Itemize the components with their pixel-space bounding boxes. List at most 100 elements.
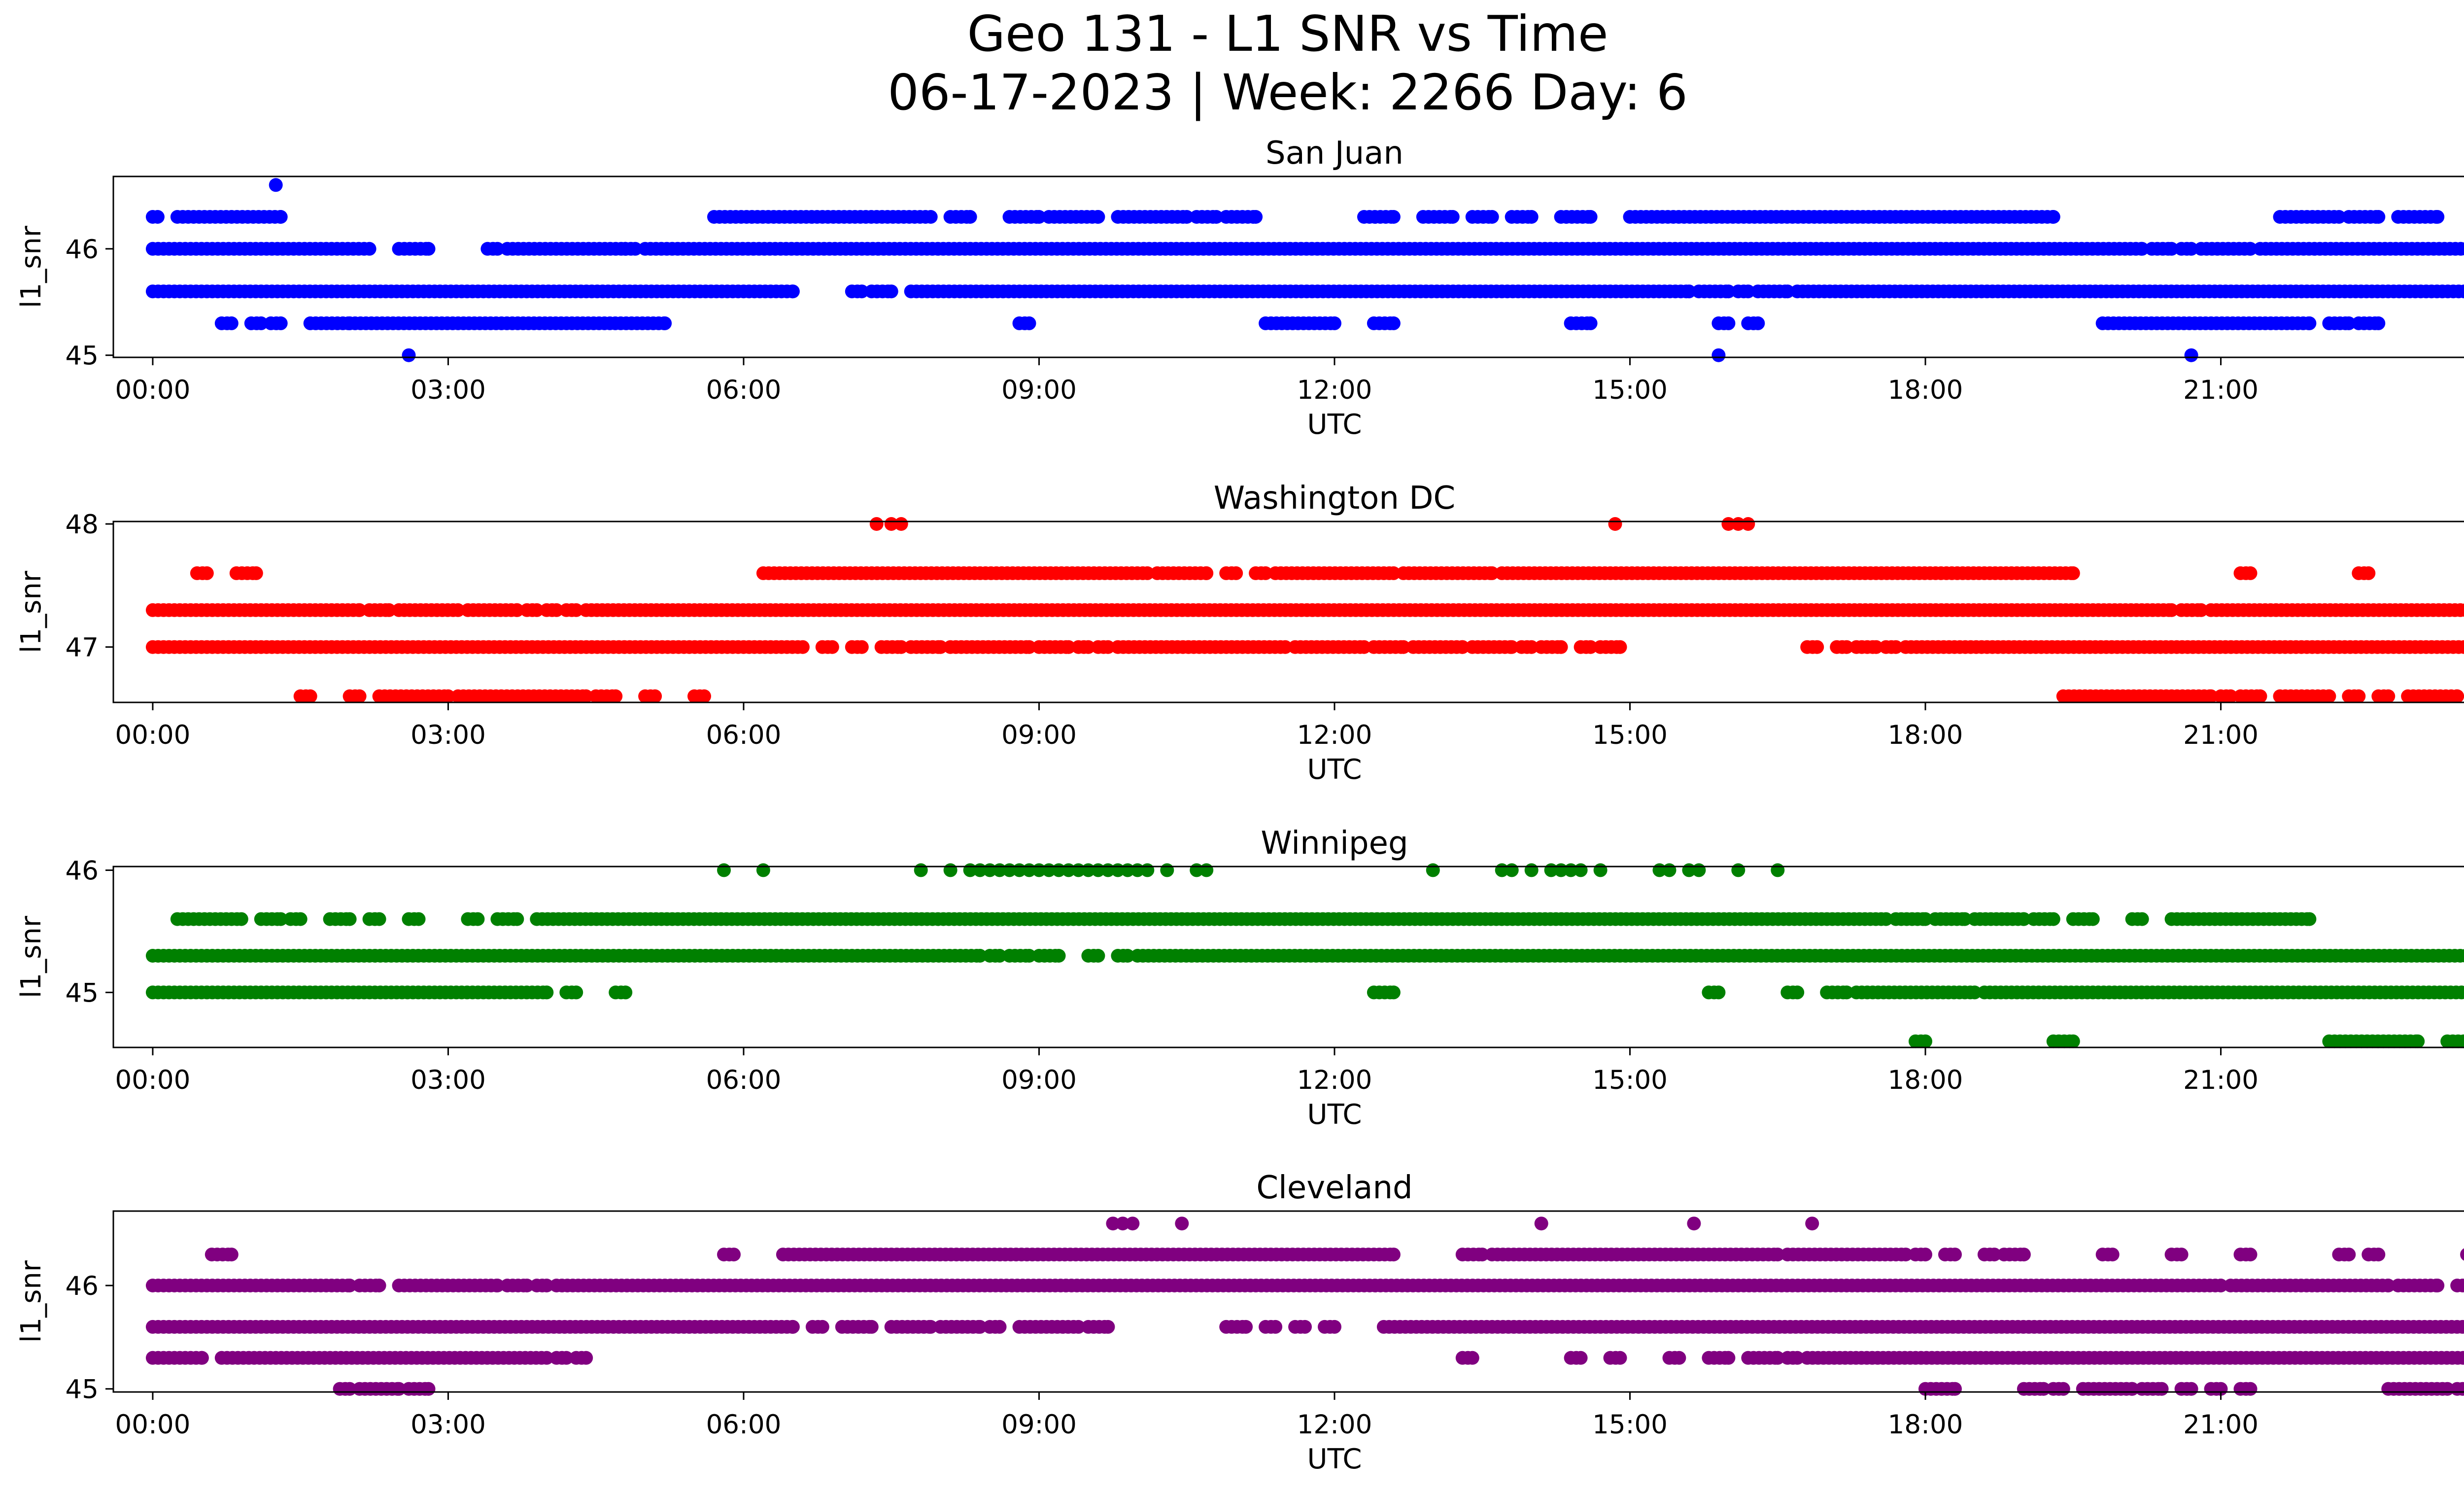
data-point	[1593, 863, 1608, 877]
series-run	[1376, 1320, 2464, 1334]
data-point	[274, 316, 288, 330]
series-run	[214, 316, 239, 330]
data-point	[411, 912, 426, 926]
series-run	[1564, 1351, 1588, 1365]
data-point	[1524, 863, 1539, 877]
series-run	[392, 603, 465, 617]
data-point	[992, 1320, 1007, 1334]
series-run	[2273, 210, 2346, 224]
data-point	[2184, 348, 2198, 362]
data-point	[2322, 689, 2336, 703]
data-point	[894, 640, 908, 654]
data-point	[569, 603, 583, 617]
series-run	[904, 284, 1696, 299]
data-point	[1524, 210, 1539, 224]
data-point	[727, 1248, 741, 1262]
data-point	[1771, 863, 1785, 877]
data-point	[658, 316, 672, 330]
data-point	[2224, 689, 2238, 703]
series-run	[2224, 1279, 2396, 1292]
data-point	[1101, 1320, 1115, 1334]
data-point	[2243, 566, 2258, 580]
data-point	[1229, 566, 1243, 580]
series-run	[392, 1279, 505, 1292]
panel-title: San Juan	[1266, 135, 1403, 172]
series-run	[1367, 985, 1401, 1000]
series-run	[1465, 210, 1499, 224]
series-run	[145, 210, 165, 224]
series-run	[2204, 603, 2464, 617]
series-run	[1367, 640, 1410, 654]
series-run	[530, 912, 1893, 926]
data-point	[1574, 863, 1588, 877]
data-point	[1721, 316, 1736, 330]
data-point	[884, 284, 898, 299]
data-point	[540, 985, 554, 1000]
series-run	[254, 912, 288, 926]
data-point	[1958, 912, 1972, 926]
series-run	[1879, 640, 1903, 654]
series-run	[1032, 949, 1066, 963]
data-point	[1918, 1248, 1932, 1262]
series-run	[1012, 316, 1036, 330]
data-point	[618, 985, 633, 1000]
x-axis-label: UTC	[1307, 1099, 1362, 1131]
series-run	[1455, 1248, 1489, 1262]
data-point	[1101, 640, 1115, 654]
series-run	[1889, 912, 1932, 926]
series-run	[1219, 1320, 1253, 1334]
data-point	[2135, 912, 2149, 926]
series-run	[835, 1320, 879, 1334]
data-point	[2381, 689, 2396, 703]
data-point	[933, 640, 948, 654]
data-point	[1268, 1320, 1283, 1334]
data-point	[362, 242, 376, 256]
data-point	[1840, 640, 1854, 654]
data-point	[914, 863, 928, 877]
series-run	[1288, 640, 1371, 654]
series-run	[687, 689, 711, 703]
series-run	[1081, 949, 1105, 963]
series-run	[589, 689, 623, 703]
series-run	[1603, 1351, 1627, 1365]
data-point	[1022, 640, 1036, 654]
data-point	[549, 603, 564, 617]
series-run	[1534, 640, 1568, 654]
series-run	[1790, 284, 2464, 299]
data-point	[2046, 210, 2060, 224]
data-point	[274, 912, 288, 926]
data-point	[2164, 603, 2179, 617]
series-run	[145, 603, 367, 617]
series-run	[170, 912, 248, 926]
series-run	[500, 1279, 534, 1292]
data-point	[2066, 1034, 2080, 1048]
series-run	[2352, 316, 2386, 330]
series-run	[569, 1351, 593, 1365]
series-run	[1968, 912, 2031, 926]
series-run	[1012, 1320, 1086, 1334]
series-run	[1800, 1351, 2464, 1365]
series-run	[264, 316, 288, 330]
series-run	[392, 242, 436, 256]
data-point	[1091, 210, 1105, 224]
series-run	[2253, 242, 2464, 256]
series-run	[2391, 1279, 2445, 1292]
data-point	[2204, 689, 2218, 703]
data-point	[471, 912, 485, 926]
series-run	[1702, 1351, 1736, 1365]
data-point	[2174, 1248, 2189, 1262]
data-point	[2457, 284, 2464, 299]
x-tick-label: 06:00	[706, 375, 782, 405]
data-point	[293, 912, 308, 926]
data-point	[1721, 1351, 1736, 1365]
series-run	[2164, 912, 2317, 926]
data-point	[1052, 949, 1066, 963]
series-run	[1711, 316, 1736, 330]
data-point	[1485, 566, 1499, 580]
series-run	[1505, 210, 1539, 224]
series-run	[1702, 985, 1726, 1000]
series-run	[402, 912, 426, 926]
series-run	[1780, 985, 1805, 1000]
data-point	[1583, 210, 1598, 224]
